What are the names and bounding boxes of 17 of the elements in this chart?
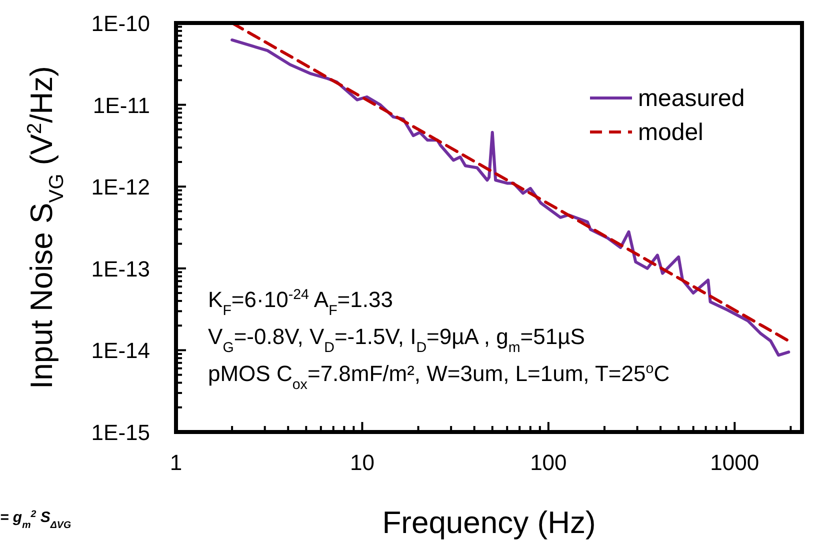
x-tick-label: 100 xyxy=(530,450,567,475)
annotation: pMOS C$_{ox}$=7.8mF/m², W=3um, L=1um, T=25$^{o}$C xyxy=(208,361,670,393)
y-tick-label: 1E-13 xyxy=(91,256,150,282)
x-axis-title: Frequency (Hz) xyxy=(382,505,596,540)
x-tick-label: 1000 xyxy=(710,450,760,475)
legend-label: measured xyxy=(638,85,745,112)
text: V$_{G}$=-0.8V, V$_{D}$=-1.5V, I$_{D}$=9µA , g$_{m}$=51µS xyxy=(208,324,585,356)
x-tick-label: 10 xyxy=(350,450,374,475)
y-tick-label: 1E-15 xyxy=(91,420,150,445)
y-tick-label: 1E-10 xyxy=(91,11,150,36)
annotation: K$_{F}$=6·10$^{-24}$ A$_{F}$=1.33 xyxy=(208,287,393,319)
legend-label: model xyxy=(638,119,704,146)
text: = g$_{m}$$^{2}$ S$_{ΔVG}$ xyxy=(0,508,72,530)
y-tick-label: 1E-12 xyxy=(91,174,150,200)
x-tick-label: 1 xyxy=(170,450,182,475)
y-tick-label: 1E-14 xyxy=(91,338,150,364)
y-tick-label: 1E-11 xyxy=(92,92,150,118)
